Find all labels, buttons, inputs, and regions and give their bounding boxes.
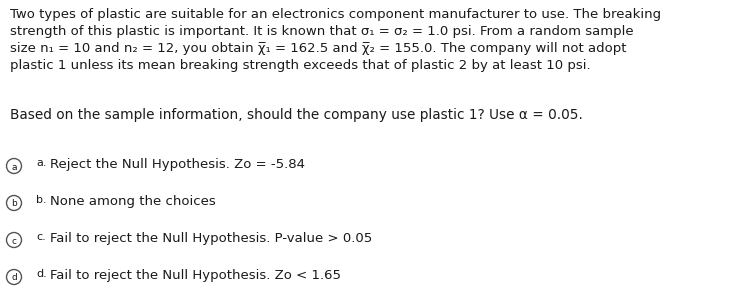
Text: c: c [12, 236, 17, 246]
Text: Two types of plastic are suitable for an electronics component manufacturer to u: Two types of plastic are suitable for an… [10, 8, 661, 21]
Text: a: a [11, 162, 17, 172]
Text: d: d [11, 274, 17, 282]
Text: b.: b. [36, 195, 47, 205]
Text: Reject the Null Hypothesis. Zo = -5.84: Reject the Null Hypothesis. Zo = -5.84 [50, 158, 305, 171]
Text: size n₁ = 10 and n₂ = 12, you obtain χ̅₁ = 162.5 and χ̅₂ = 155.0. The company wi: size n₁ = 10 and n₂ = 12, you obtain χ̅₁… [10, 42, 626, 55]
Text: Fail to reject the Null Hypothesis. P-value > 0.05: Fail to reject the Null Hypothesis. P-va… [50, 232, 372, 245]
Text: None among the choices: None among the choices [50, 195, 216, 208]
Text: Based on the sample information, should the company use plastic 1? Use α = 0.05.: Based on the sample information, should … [10, 108, 583, 122]
Text: strength of this plastic is important. It is known that σ₁ = σ₂ = 1.0 psi. From : strength of this plastic is important. I… [10, 25, 634, 38]
Text: d.: d. [36, 269, 47, 279]
Text: b: b [11, 200, 17, 208]
Text: plastic 1 unless its mean breaking strength exceeds that of plastic 2 by at leas: plastic 1 unless its mean breaking stren… [10, 59, 591, 72]
Text: Fail to reject the Null Hypothesis. Zo < 1.65: Fail to reject the Null Hypothesis. Zo <… [50, 269, 341, 282]
Text: c.: c. [36, 232, 46, 242]
Text: a.: a. [36, 158, 47, 168]
